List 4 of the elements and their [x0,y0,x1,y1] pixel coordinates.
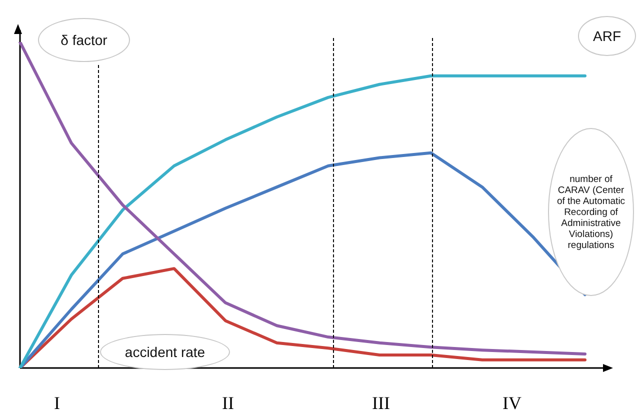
text: I [54,393,60,414]
text: II [222,393,234,414]
text: III [372,393,390,414]
text: IV [502,393,522,414]
